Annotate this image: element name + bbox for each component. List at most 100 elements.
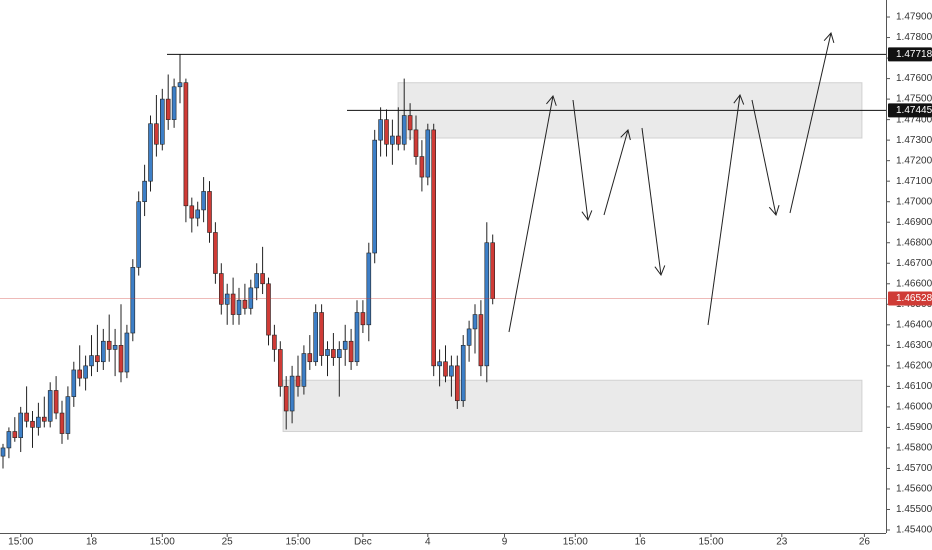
candle-body	[301, 353, 307, 387]
y-tick-label: 1.46200	[896, 360, 932, 371]
candle-body	[219, 273, 224, 305]
y-tick-label: 1.46900	[896, 217, 932, 228]
candle-body	[242, 299, 248, 309]
candle-body	[295, 375, 301, 387]
candle-body	[136, 201, 141, 268]
candle-body	[101, 340, 106, 363]
drawn-arrows	[508, 31, 835, 333]
y-tick-label: 1.45800	[896, 443, 932, 454]
y-tick-label: 1.47400	[896, 114, 932, 125]
x-tick-label: 15:00	[8, 537, 33, 548]
y-tick-label: 1.47500	[896, 94, 932, 105]
candle-body	[18, 412, 24, 438]
candle-body	[30, 420, 35, 428]
candle-body	[378, 119, 383, 141]
y-tick-label: 1.45700	[896, 463, 932, 474]
candle-body	[490, 242, 496, 299]
candle-body	[313, 312, 319, 363]
candle-body	[201, 191, 206, 211]
candle-body	[41, 416, 47, 422]
candle-body	[24, 412, 29, 422]
y-tick-label: 1.47200	[896, 155, 932, 166]
y-tick-label: 1.45600	[896, 484, 932, 495]
candle-body	[6, 431, 12, 449]
candle-body	[112, 345, 118, 350]
y-tick-label: 1.46800	[896, 237, 932, 248]
candle-body	[236, 299, 242, 315]
candle-body	[307, 353, 313, 363]
candle-body	[142, 180, 147, 202]
candle-body	[360, 312, 366, 326]
x-tick-label: 15:00	[150, 537, 175, 548]
candle-body	[454, 365, 460, 402]
candle-body	[348, 340, 354, 363]
candle-body	[160, 98, 165, 145]
x-tick-label: 15:00	[563, 537, 588, 548]
candle-body	[431, 129, 437, 367]
candle-body	[401, 115, 407, 145]
candle-body	[248, 287, 254, 309]
candle-body	[390, 135, 395, 145]
candle-body	[266, 283, 271, 336]
x-tick-label: 16	[635, 537, 647, 548]
candle-body	[407, 115, 413, 131]
candle-body	[425, 129, 431, 178]
candle-body	[366, 252, 372, 326]
candle-body	[277, 349, 283, 387]
y-tick-label: 1.45500	[896, 504, 932, 515]
candle-body	[213, 232, 218, 274]
candle-body	[106, 340, 112, 350]
last-price-box	[888, 291, 932, 306]
candle-body	[384, 119, 389, 145]
x-tick-label: 18	[86, 537, 98, 548]
candle-body	[272, 334, 277, 350]
y-tick-label: 1.46400	[896, 319, 932, 330]
candle-body	[59, 412, 65, 434]
x-tick-label: Dec	[354, 537, 372, 548]
candle-body	[395, 135, 401, 145]
candle-body	[124, 332, 130, 373]
y-tick-label: 1.46100	[896, 381, 932, 392]
y-tick-label: 1.47900	[896, 12, 932, 23]
candle-body	[154, 123, 159, 145]
candle-body	[65, 396, 71, 434]
candle-body	[289, 375, 295, 412]
candle-body	[171, 86, 177, 120]
candle-body	[12, 431, 18, 438]
candle-body	[189, 205, 195, 219]
zone	[282, 379, 863, 433]
y-tick-label: 1.47300	[896, 135, 932, 146]
level-label-box	[888, 103, 932, 118]
y-tick-label: 1.45400	[896, 525, 932, 536]
level-label: 1.47718	[896, 49, 932, 60]
candle-body	[283, 386, 289, 412]
candle-body	[443, 361, 448, 377]
y-tick-label: 1.47100	[896, 176, 932, 187]
y-tick-label: 1.46300	[896, 340, 932, 351]
candle-body	[354, 312, 360, 363]
y-tick-label: 1.45900	[896, 422, 932, 433]
level-label-box	[888, 47, 932, 62]
candle-body	[89, 355, 94, 367]
candle-body	[336, 349, 342, 358]
y-tick-label: 1.46600	[896, 278, 932, 289]
candle-body	[95, 355, 100, 363]
candle-body	[0, 447, 6, 457]
candle-body	[177, 82, 183, 88]
candle-body	[372, 139, 378, 254]
candle-body	[230, 293, 236, 315]
x-tick-label: 26	[859, 537, 871, 548]
candle-body	[53, 390, 59, 414]
y-tick-label: 1.46000	[896, 402, 932, 413]
candle-body	[36, 416, 41, 428]
candle-body	[207, 191, 212, 233]
y-tick-label: 1.47800	[896, 32, 932, 43]
candle-body	[331, 349, 336, 358]
level-label: 1.47445	[896, 105, 932, 116]
candle-body	[484, 242, 490, 367]
candle-body	[478, 314, 484, 367]
candle-body	[419, 156, 425, 178]
candle-body	[466, 328, 472, 346]
y-tick-label: 1.46700	[896, 258, 932, 269]
